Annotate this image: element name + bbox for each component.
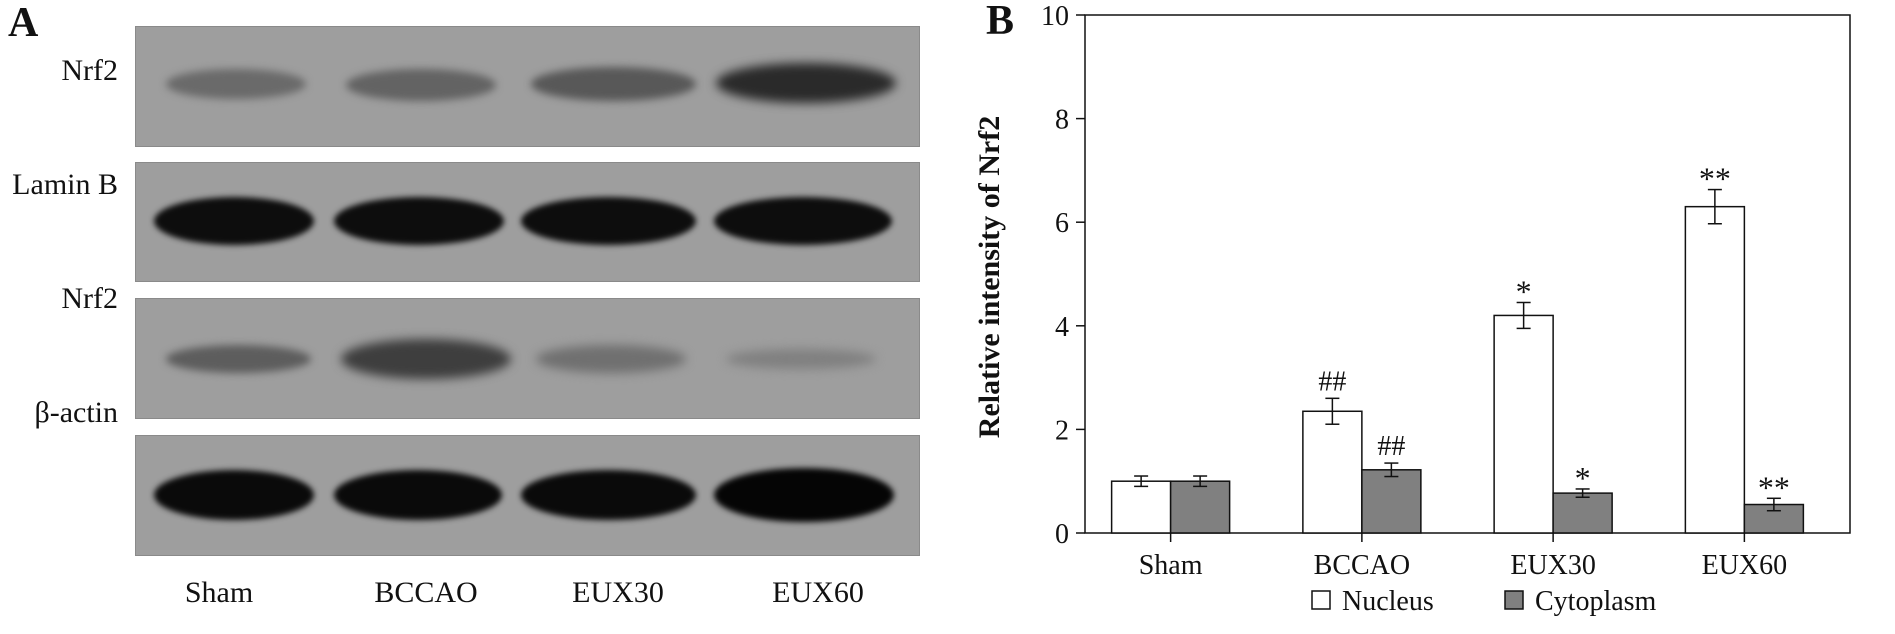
y-axis-label: Relative intensity of Nrf2	[973, 116, 1006, 438]
legend-label-nucleus: Nucleus	[1342, 586, 1434, 617]
significance-label: *	[1575, 460, 1591, 496]
blot-band	[536, 345, 686, 373]
blot-strip-beta-actin	[135, 435, 920, 556]
blot-band	[521, 470, 696, 520]
legend-label-cytoplasm: Cytoplasm	[1535, 586, 1657, 617]
blot-row-label-nrf2-nuclear: Nrf2	[61, 54, 118, 87]
blot-band	[521, 197, 696, 245]
lane-label-eux60: EUX60	[772, 576, 864, 609]
y-tick-label: 6	[1055, 208, 1069, 239]
blot-band	[714, 197, 892, 245]
panel-b-letter: B	[986, 0, 1014, 44]
bar-cytoplasm	[1169, 480, 1231, 534]
blot-band	[714, 468, 894, 522]
blot-band	[166, 345, 311, 373]
significance-label: *	[1516, 273, 1532, 309]
x-tick-label: EUX30	[1510, 550, 1596, 581]
x-tick-label: BCCAO	[1314, 550, 1410, 581]
plot-frame	[1084, 14, 1851, 534]
blot-band	[341, 339, 511, 379]
lane-label-bccao: BCCAO	[374, 576, 478, 609]
x-tick-label: EUX60	[1702, 550, 1788, 581]
legend: Nucleus Cytoplasm	[1311, 586, 1657, 617]
bar-cytoplasm	[1552, 492, 1613, 534]
y-tick-label: 4	[1055, 312, 1069, 343]
blot-band	[154, 197, 314, 245]
y-tick-label: 8	[1055, 105, 1069, 136]
lane-label-sham: Sham	[184, 576, 254, 609]
blot-band	[334, 197, 504, 245]
panel-a-letter: A	[8, 0, 39, 46]
nrf2-bar-chart: B Relative intensity of Nrf2 0 2 4 6 8 10 Sham…	[973, 0, 1851, 617]
blot-strip-nrf2-nuclear	[135, 26, 920, 147]
bar-nucleus	[1302, 410, 1363, 534]
legend-swatch-cytoplasm	[1504, 590, 1524, 610]
x-tick-label: Sham	[1139, 550, 1203, 581]
significance-label: ##	[1377, 431, 1405, 462]
blot-strip-nrf2-cytoplasmic	[135, 298, 920, 419]
blot-band	[154, 470, 314, 520]
blot-row-label-lamin-b: Lamin B	[12, 168, 118, 201]
significance-label: ##	[1318, 366, 1346, 397]
blot-band	[716, 63, 896, 103]
blot-band	[531, 67, 696, 101]
y-tick-label: 10	[1041, 1, 1069, 32]
y-tick-label: 0	[1055, 519, 1069, 550]
bar-nucleus	[1493, 314, 1554, 534]
blot-band	[726, 349, 876, 369]
blot-band	[334, 470, 502, 520]
blot-row-label-beta-actin: β-actin	[34, 396, 118, 429]
bar-nucleus	[1684, 205, 1746, 534]
blot-band	[166, 69, 306, 99]
blot-row-label-nrf2-cytoplasmic: Nrf2	[61, 282, 118, 315]
significance-label: **	[1699, 161, 1731, 197]
lane-label-eux30: EUX30	[572, 576, 664, 609]
bar-nucleus	[1110, 480, 1172, 534]
y-tick-label: 2	[1055, 415, 1069, 446]
significance-label: **	[1758, 469, 1790, 505]
blot-band	[346, 69, 496, 101]
blot-strip-lamin-b	[135, 162, 920, 282]
bar-cytoplasm	[1361, 469, 1422, 534]
legend-swatch-nucleus	[1311, 590, 1331, 610]
